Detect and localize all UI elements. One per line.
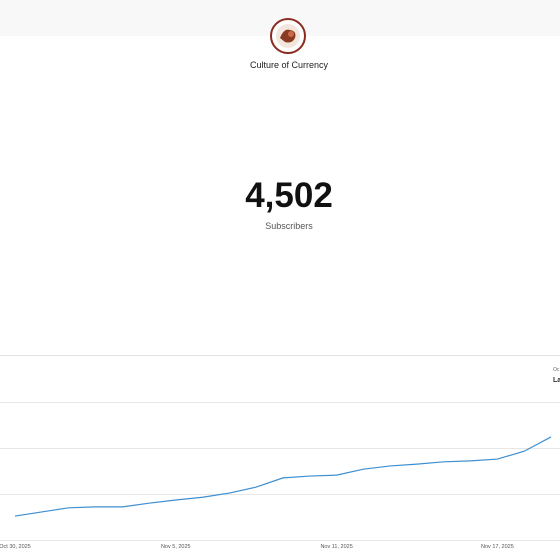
channel-name: Culture of Currency — [249, 60, 329, 70]
subscriber-count: 4,502 — [245, 176, 333, 215]
x-tick-label: Nov 5, 2025 — [161, 544, 191, 550]
tooltip-label: La — [553, 377, 560, 384]
x-tick-label: Oct 30, 2025 — [0, 544, 31, 550]
x-tick-label: Nov 11, 2025 — [320, 544, 352, 550]
tooltip-date: Oc — [553, 367, 560, 373]
subscriber-label: Subscribers — [265, 221, 313, 231]
channel-logo[interactable] — [270, 18, 306, 54]
x-tick-label: Nov 17, 2025 — [481, 544, 514, 550]
series-line — [14, 436, 552, 517]
